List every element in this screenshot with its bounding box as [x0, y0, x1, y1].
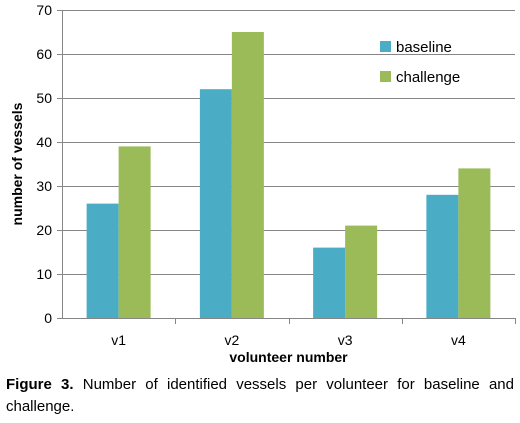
y-tick-label: 30 — [36, 178, 52, 194]
bar-baseline-v3 — [313, 247, 346, 318]
bar-challenge-v4 — [458, 168, 491, 318]
x-tick-label: v3 — [338, 332, 353, 348]
bars — [86, 32, 491, 318]
y-tick-label: 20 — [36, 222, 52, 238]
y-tick-label: 50 — [36, 90, 52, 106]
y-tick-label: 40 — [36, 134, 52, 150]
x-tick-label: v2 — [224, 332, 239, 348]
legend-swatch-baseline — [380, 41, 391, 52]
bar-baseline-v1 — [86, 203, 119, 318]
x-tick-labels: v1 v2 v3 v4 — [111, 332, 466, 348]
x-axis-title: volunteer number — [229, 349, 348, 365]
bar-baseline-v2 — [199, 89, 232, 318]
bar-challenge-v1 — [118, 146, 151, 318]
axes — [57, 10, 516, 324]
chart-area: 0 10 20 30 40 50 60 70 v1 v2 v3 v4 number of vesse… — [9, 2, 516, 365]
legend-label-challenge: challenge — [396, 69, 460, 86]
y-tick-label: 0 — [44, 310, 52, 326]
y-tick-labels: 0 10 20 30 40 50 60 70 — [36, 2, 52, 326]
x-tick-label: v1 — [111, 332, 126, 348]
y-tick-label: 70 — [36, 2, 52, 18]
legend-label-baseline: baseline — [396, 39, 452, 56]
y-tick-label: 10 — [36, 266, 52, 282]
caption-label: Figure 3. — [6, 376, 74, 393]
bar-challenge-v3 — [345, 225, 378, 318]
x-tick-label: v4 — [451, 332, 466, 348]
y-tick-label: 60 — [36, 46, 52, 62]
caption-text: Number of identified vessels per volunte… — [6, 376, 514, 415]
legend: baseline challenge — [380, 39, 460, 86]
bar-challenge-v2 — [231, 32, 264, 318]
figure-caption: Figure 3. Number of identified vessels p… — [6, 374, 514, 418]
bar-baseline-v4 — [426, 194, 459, 318]
legend-swatch-challenge — [380, 71, 391, 82]
bar-chart: 0 10 20 30 40 50 60 70 v1 v2 v3 v4 number of vesse… — [9, 2, 516, 365]
y-axis-title: number of vessels — [9, 102, 25, 225]
